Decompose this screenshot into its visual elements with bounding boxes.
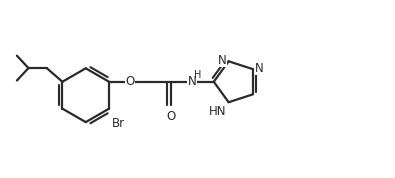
Text: O: O [125, 75, 134, 88]
Text: N: N [255, 62, 263, 75]
Text: N: N [188, 75, 196, 88]
Text: N: N [218, 54, 227, 67]
Text: H: H [194, 70, 201, 80]
Text: Br: Br [112, 117, 125, 130]
Text: O: O [167, 110, 176, 123]
Text: HN: HN [209, 105, 227, 118]
